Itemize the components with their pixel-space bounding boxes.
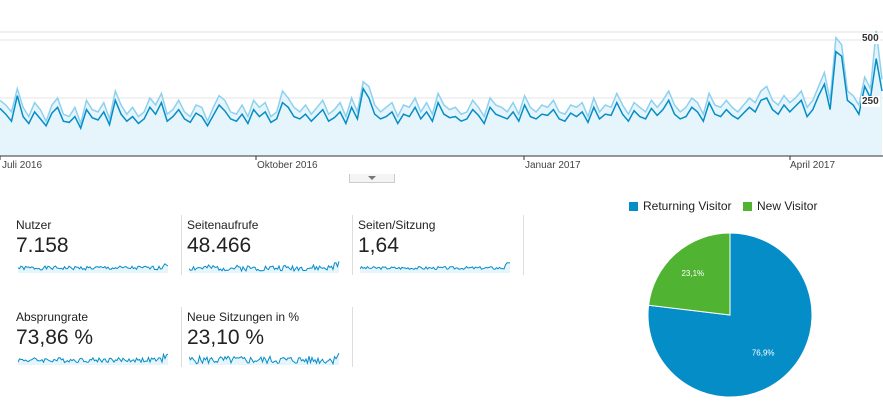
pie-value-label: 76,9% [752,348,775,357]
metric-users[interactable]: Nutzer 7.158 [8,215,182,275]
x-tick-label: Juli 2016 [2,160,43,171]
x-tick-label: Januar 2017 [525,160,581,171]
legend-returning-visitor[interactable]: Returning Visitor [629,199,732,213]
legend-swatch [743,201,752,211]
metric-label: Seiten/Sitzung [358,218,436,232]
metric-label: Absprungrate [16,310,89,324]
visitor-type-pie-chart: 76,9% 23,1% [647,232,813,398]
sparkline-area [189,353,339,365]
metric-new-sessions[interactable]: Neue Sitzungen in % 23,10 % [179,307,353,367]
metric-value: 48.466 [187,234,252,257]
sparkline [360,262,511,273]
metric-label: Nutzer [16,218,52,232]
legend-swatch [629,201,638,211]
y-tick-label: 250 [861,96,880,107]
sparkline-area [18,354,168,365]
legend-label: Returning Visitor [643,199,732,213]
sparkline [18,352,169,365]
metric-label: Neue Sitzungen in % [187,310,300,324]
sparkline-area [360,262,510,273]
sparkline-area [189,261,339,273]
y-tick-label: 500 [861,33,880,44]
sparkline-line [189,352,340,365]
metric-bounce-rate[interactable]: Absprungrate 73,86 % [8,307,182,367]
sparkline [18,263,169,273]
series-line-primary [0,50,883,131]
sparkline-area [18,263,168,273]
sparkline-line [18,263,169,271]
sessions-line-chart [0,30,883,160]
sparkline-line [18,352,169,364]
pie-value-label: 23,1% [681,269,704,278]
sparkline [189,352,340,365]
x-tick-label: April 2017 [790,160,836,171]
sparkline-line [189,261,340,273]
metric-value: 73,86 % [16,326,94,349]
metric-pageviews[interactable]: Seitenaufrufe 48.466 [179,215,353,275]
x-tick-label: Oktober 2016 [257,160,318,171]
sparkline [189,261,340,273]
metric-value: 7.158 [16,234,69,257]
legend-new-visitor[interactable]: New Visitor [743,199,817,213]
pie-slice-new-visitor[interactable] [648,232,731,316]
collapse-chart-button[interactable] [349,174,395,183]
series-area-secondary [0,30,882,157]
metric-pages-per-session[interactable]: Seiten/Sitzung 1,64 [350,215,524,275]
series-line-secondary [0,30,883,127]
sparkline-line [360,262,511,271]
metric-value: 1,64 [358,234,399,257]
legend-label: New Visitor [757,199,818,213]
metric-label: Seitenaufrufe [187,218,259,232]
metric-value: 23,10 % [187,326,265,349]
